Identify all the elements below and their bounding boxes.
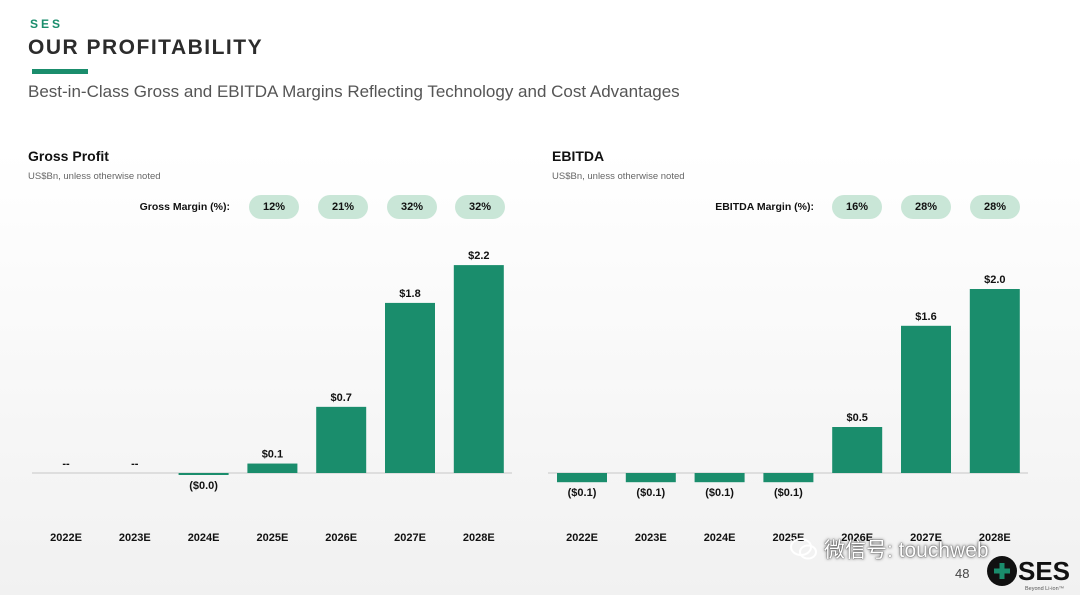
gross-margin-label: Gross Margin (%): (139, 201, 230, 213)
gross-value-label: $2.2 (468, 250, 489, 262)
logo-text: SES (1018, 556, 1071, 586)
page-subtitle: Best-in-Class Gross and EBITDA Margins R… (28, 82, 680, 101)
logo-tagline: Beyond Li-ion™ (1025, 586, 1065, 592)
watermark: 微信号: touchweb (790, 534, 989, 564)
gross-value-label: $1.8 (399, 288, 420, 300)
ebitda-category-label: 2026E (841, 532, 873, 544)
ebitda-margin-pill: 16% (832, 195, 882, 219)
ebitda-chart: ($0.1) 2022E ($0.1) 2023E ($0.1) 2024E ($0.1) 2… (548, 274, 1028, 544)
gross-category-label: 2026E (325, 532, 357, 544)
gross-margin-pill: 12% (249, 195, 299, 219)
ebitda-bar (832, 427, 883, 473)
ebitda-value-label: $2.0 (984, 274, 1005, 286)
gross-profit-chart: -- 2022E -- 2023E ($0.0) 2024E $0.1 2025E $0.7 20… (32, 250, 512, 544)
gross-margin-pill: 32% (387, 195, 437, 219)
gross-bar (247, 463, 298, 473)
gross-profit-unit: US$Bn, unless otherwise noted (28, 171, 161, 182)
gross-category-label: 2028E (463, 532, 495, 544)
gross-value-label: ($0.0) (189, 480, 218, 492)
gross-bar (453, 265, 504, 473)
ebitda-margin-label: EBITDA Margin (%): (715, 201, 814, 213)
title-underline (32, 69, 88, 74)
ebitda-bar (969, 289, 1020, 473)
gross-category-label: 2027E (394, 532, 426, 544)
wechat-icon (790, 538, 817, 560)
gross-bar (316, 406, 367, 473)
ebitda-bar (557, 473, 607, 483)
ebitda-bar (625, 473, 676, 483)
ebitda-value-label: $1.6 (915, 311, 936, 323)
brand-label: SES (30, 17, 64, 31)
ebitda-bar (901, 325, 951, 473)
gross-value-label: -- (62, 458, 70, 470)
gross-value-label: -- (131, 458, 139, 470)
ebitda-bar (694, 473, 745, 483)
page-title: OUR PROFITABILITY (28, 36, 264, 59)
gross-category-label: 2023E (119, 532, 151, 544)
ebitda-margin-pill: 28% (970, 195, 1020, 219)
ebitda-category-label: 2028E (979, 532, 1011, 544)
plus-icon (987, 556, 1017, 586)
gross-value-label: $0.1 (262, 449, 283, 461)
ebitda-value-label: ($0.1) (774, 487, 803, 499)
ebitda-bar (763, 473, 814, 483)
gross-margin-pill: 32% (455, 195, 505, 219)
gross-profit-title: Gross Profit (28, 148, 109, 164)
ebitda-value-label: $0.5 (846, 412, 867, 424)
gross-bar (178, 473, 229, 475)
ses-logo: SES (987, 556, 1070, 586)
ebitda-category-label: 2022E (566, 532, 598, 544)
gross-margin-pill: 21% (318, 195, 368, 219)
gross-bar (385, 302, 435, 473)
ebitda-value-label: ($0.1) (705, 487, 734, 499)
ebitda-margin-pill: 28% (901, 195, 951, 219)
ebitda-unit: US$Bn, unless otherwise noted (552, 171, 685, 182)
watermark-text: 微信号: touchweb (824, 539, 989, 562)
gross-category-label: 2022E (50, 532, 82, 544)
ebitda-value-label: ($0.1) (568, 487, 597, 499)
gross-category-label: 2024E (188, 532, 220, 544)
page-number: 48 (955, 566, 970, 581)
ebitda-category-label: 2024E (704, 532, 736, 544)
gross-category-label: 2025E (256, 532, 288, 544)
ebitda-category-label: 2023E (635, 532, 667, 544)
ebitda-category-label: 2027E (910, 532, 942, 544)
ebitda-title: EBITDA (552, 148, 605, 164)
ebitda-category-label: 2025E (772, 532, 804, 544)
gross-value-label: $0.7 (330, 392, 351, 404)
ebitda-value-label: ($0.1) (636, 487, 665, 499)
